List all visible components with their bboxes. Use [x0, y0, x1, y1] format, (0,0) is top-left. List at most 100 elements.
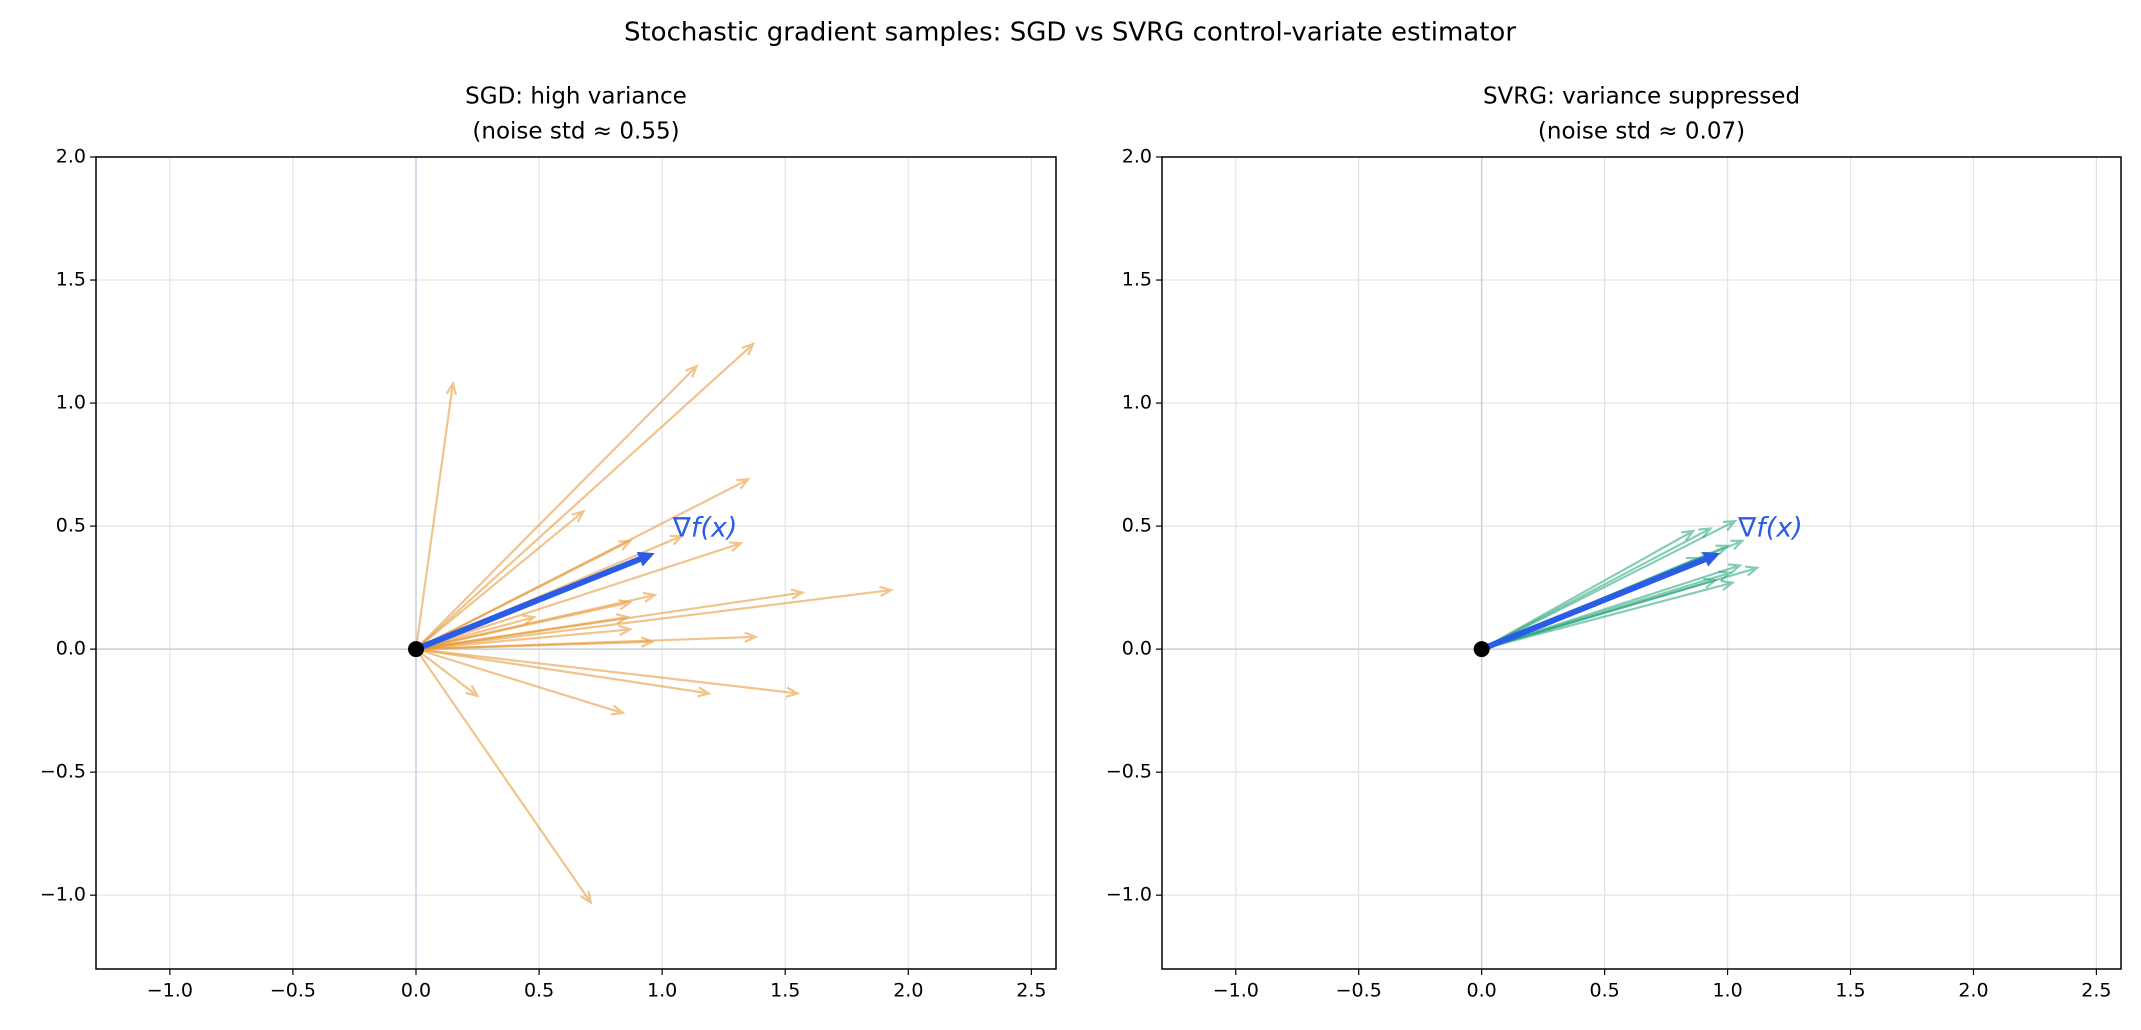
sample-arrow	[415, 509, 586, 650]
sample-arrow-shaft	[415, 648, 592, 904]
y-tick-label: −1.0	[40, 884, 86, 906]
sample-arrow-shaft	[415, 648, 798, 695]
sample-arrow-shaft	[415, 539, 631, 651]
sample-arrow	[415, 364, 699, 650]
x-tick-label: 1.5	[1835, 980, 1865, 1002]
sample-arrow-head	[685, 364, 699, 378]
x-tick-label: −1.0	[1213, 980, 1259, 1002]
sample-arrow-head	[790, 588, 806, 600]
x-tick-label: −0.5	[1336, 980, 1382, 1002]
sample-arrow-head	[1720, 579, 1736, 591]
axes-subtitle: (noise std ≈ 0.55)	[472, 119, 679, 145]
axes-title: SVRG: variance suppressed	[1483, 84, 1800, 110]
sample-arrow-shaft	[1481, 581, 1733, 651]
y-tick-label: 1.5	[1122, 269, 1152, 291]
y-tick-label: 2.0	[1122, 146, 1152, 168]
sample-arrow-shaft	[415, 588, 892, 651]
gradient-arrow-head	[636, 551, 655, 567]
sample-arrow	[415, 631, 759, 651]
y-tick-label: −1.0	[1106, 884, 1152, 906]
y-tick-label: 1.0	[56, 392, 86, 414]
sample-arrow-head	[728, 541, 744, 553]
sample-arrow-head	[465, 684, 480, 698]
sample-arrow	[415, 648, 626, 716]
sample-arrow-head	[571, 509, 586, 523]
x-tick-label: 2.5	[1016, 980, 1046, 1002]
sample-arrow-shaft	[1481, 579, 1716, 651]
sample-arrow-head	[615, 613, 631, 625]
y-tick-label: 2.0	[56, 146, 86, 168]
sample-arrow	[415, 613, 631, 651]
sample-arrow-head	[1745, 565, 1760, 577]
y-tick-label: 1.5	[56, 269, 86, 291]
gradient-label: ∇f(x)	[672, 513, 738, 544]
sample-arrow-head	[618, 539, 633, 551]
sample-arrow-head	[580, 890, 593, 905]
sample-arrow-head	[744, 631, 759, 643]
x-tick-label: 2.0	[1958, 980, 1988, 1002]
sample-arrow	[415, 585, 894, 651]
x-tick-label: 1.0	[1712, 980, 1742, 1002]
sample-arrow-head	[618, 599, 633, 611]
x-tick-label: 2.0	[893, 980, 923, 1002]
y-tick-label: 0.0	[1122, 638, 1152, 660]
x-tick-label: −1.0	[147, 980, 193, 1002]
sample-arrow-shaft	[415, 601, 631, 651]
gradient-label: ∇f(x)	[1737, 513, 1803, 544]
sample-arrow-shaft	[415, 542, 742, 651]
sample-arrow-head	[1717, 570, 1733, 582]
sample-arrow	[415, 648, 712, 698]
sample-arrow-head	[785, 686, 801, 698]
x-tick-label: 0.0	[1467, 980, 1497, 1002]
sample-arrow-head	[741, 342, 756, 356]
axes-subtitle: (noise std ≈ 0.07)	[1538, 119, 1745, 145]
x-tick-label: 1.0	[647, 980, 677, 1002]
sample-arrow-head	[1722, 519, 1738, 532]
sample-arrow	[1481, 577, 1718, 651]
axes-frame	[95, 156, 1057, 970]
sample-arrow	[415, 648, 801, 698]
origin-point	[1473, 641, 1490, 658]
sample-arrow-head	[445, 380, 458, 396]
figure-title: Stochastic gradient samples: SGD vs SVRG…	[624, 18, 1516, 48]
gradient-arrow-shaft	[1480, 555, 1708, 652]
sample-arrow-head	[642, 591, 658, 603]
sample-arrow-shaft	[415, 648, 710, 695]
x-tick-label: 0.5	[1590, 980, 1620, 1002]
sample-arrow-shaft	[415, 648, 479, 697]
sample-arrow	[415, 648, 593, 905]
y-tick-label: 0.5	[1122, 515, 1152, 537]
sample-arrow	[415, 342, 756, 650]
sample-arrow-head	[1703, 577, 1718, 589]
y-tick-label: 0.5	[56, 515, 86, 537]
sample-arrow-shaft	[415, 510, 585, 650]
sample-arrow-shaft	[415, 343, 754, 650]
sample-arrow-shaft	[415, 365, 698, 650]
sample-arrow-shaft	[414, 383, 455, 650]
sample-arrow	[415, 539, 633, 651]
sample-arrow	[415, 599, 633, 651]
sample-arrow	[415, 541, 744, 651]
axes-title: SGD: high variance	[465, 84, 687, 110]
sample-arrow-shaft	[415, 648, 624, 715]
sample-arrow-head	[697, 686, 712, 698]
sample-arrow-shaft	[1481, 530, 1694, 651]
sample-arrow	[1481, 529, 1696, 651]
gradient-arrow-head	[1702, 551, 1721, 567]
sample-arrow-head	[640, 636, 656, 648]
sample-arrow-head	[1715, 544, 1731, 556]
sample-arrow-shaft	[415, 616, 628, 651]
gradient-arrow	[414, 551, 655, 652]
sample-arrow-head	[1730, 539, 1745, 551]
y-tick-label: −0.5	[40, 761, 86, 783]
sample-arrow-head	[610, 704, 626, 716]
gradient-arrow	[1480, 551, 1721, 652]
x-tick-label: 1.5	[770, 980, 800, 1002]
sample-arrow	[415, 624, 633, 651]
x-tick-label: 2.5	[2081, 980, 2111, 1002]
sample-arrow-shaft	[415, 628, 631, 651]
sample-arrow	[1481, 579, 1736, 651]
sample-arrow-head	[522, 614, 537, 626]
sample-arrow-head	[669, 534, 685, 546]
